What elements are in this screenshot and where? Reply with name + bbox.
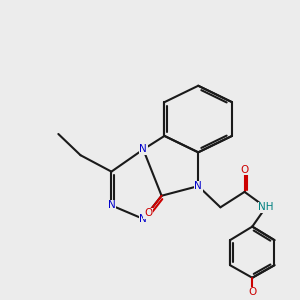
Text: N: N [194,181,202,191]
Text: O: O [248,287,256,297]
Text: O: O [144,208,152,218]
Text: N: N [140,144,147,154]
Text: N: N [107,200,115,210]
Text: N: N [140,214,147,224]
Text: NH: NH [258,202,274,212]
Text: O: O [240,165,249,175]
